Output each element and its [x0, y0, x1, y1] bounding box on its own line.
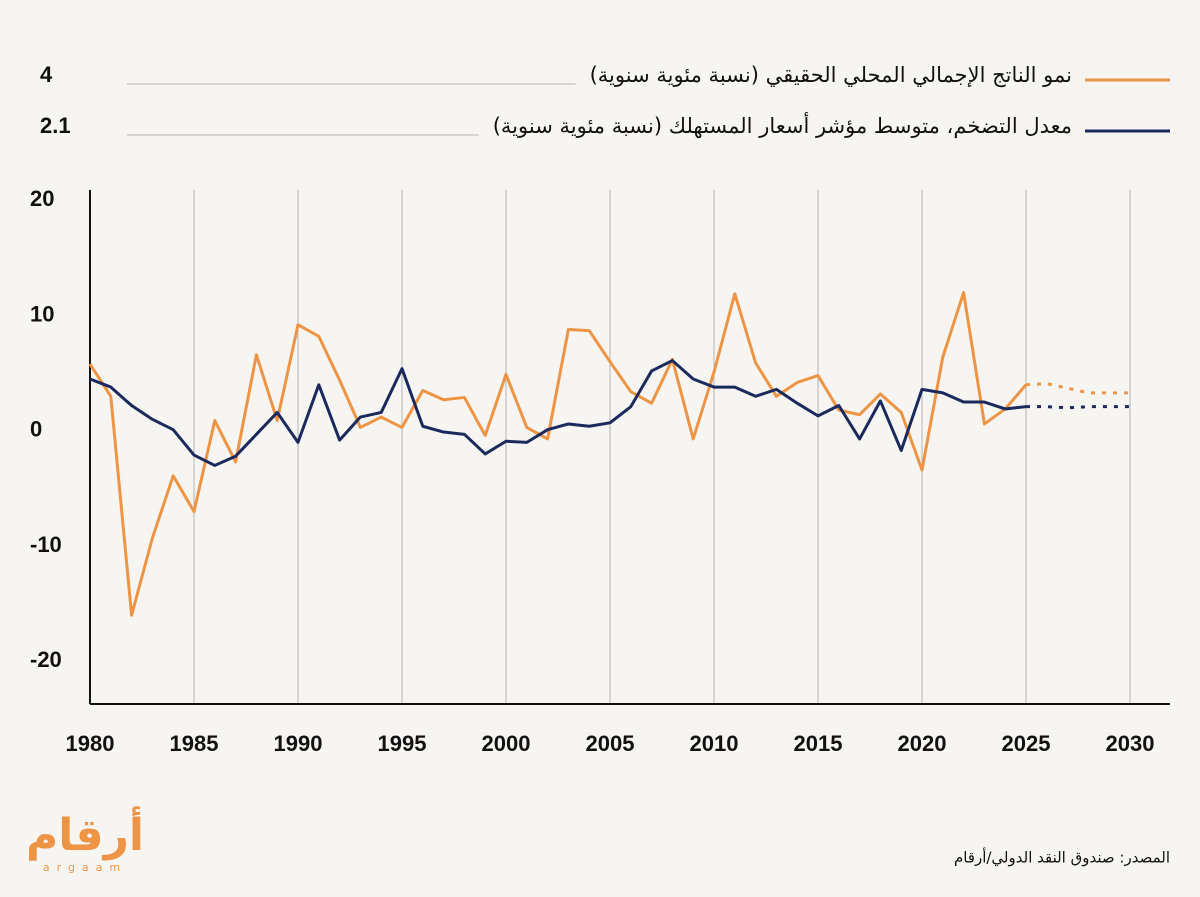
- x-tick-label: 2030: [1106, 731, 1155, 756]
- series-line: [88, 291, 1028, 617]
- x-tick-label: 1995: [378, 731, 427, 756]
- y-tick-label: 0: [30, 417, 42, 442]
- legend-label: معدل التضخم، متوسط مؤشر أسعار المستهلك (…: [493, 112, 1072, 139]
- y-tick-label: 10: [30, 301, 54, 326]
- y-tick-label: 20: [30, 186, 54, 211]
- x-tick-label: 2020: [898, 731, 947, 756]
- x-tick-label: 1990: [274, 731, 323, 756]
- x-tick-label: 2025: [1002, 731, 1051, 756]
- y-tick-label: -20: [30, 647, 62, 672]
- x-tick-label: 2005: [586, 731, 635, 756]
- x-tick-label: 2010: [690, 731, 739, 756]
- x-tick-label: 2000: [482, 731, 531, 756]
- x-tick-label: 2015: [794, 731, 843, 756]
- x-tick-label: 1980: [66, 731, 115, 756]
- logo: أرقام: [26, 806, 144, 861]
- x-tick-label: 1985: [170, 731, 219, 756]
- series-line: [89, 359, 1027, 467]
- y-tick-label: -10: [30, 532, 62, 557]
- legend-value: 4: [40, 62, 53, 87]
- legend-value: 2.1: [40, 113, 71, 138]
- source: المصدر: صندوق النقد الدولي/أرقام: [954, 848, 1170, 868]
- logo-subtext: argaam: [43, 861, 127, 874]
- legend-label: نمو الناتج الإجمالي المحلي الحقيقي (نسبة…: [590, 63, 1072, 87]
